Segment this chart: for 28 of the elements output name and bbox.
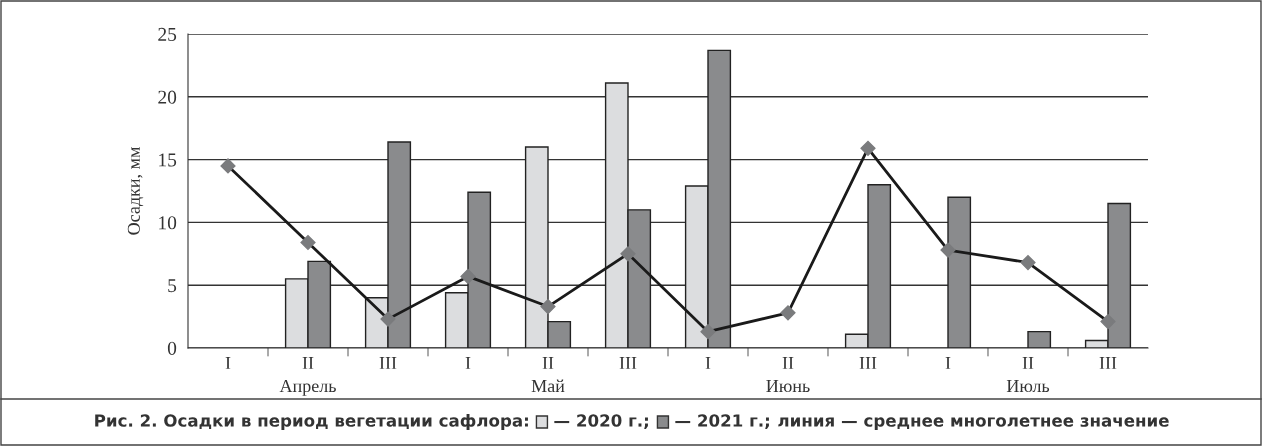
x-tick-label: I <box>225 357 231 369</box>
x-tick-label: III <box>379 357 397 369</box>
x-tick-label: III <box>1099 357 1117 369</box>
x-tick-label: II <box>782 357 794 369</box>
text: Май <box>531 379 565 393</box>
bar <box>1027 330 1052 348</box>
text: Апрель <box>279 380 336 396</box>
legend-label: — 2021 г.; <box>675 414 769 429</box>
y-tick-label: 5 <box>168 279 177 293</box>
text: Июнь <box>766 380 810 393</box>
text: Рис. 2. Осадки в период вегетации сафлора: <box>95 413 528 431</box>
legend-label: — 2020 г.; <box>554 414 648 429</box>
y-tick-label: 0 <box>167 341 177 355</box>
x-tick-label: I <box>705 357 711 369</box>
x-tick-label: I <box>945 357 951 369</box>
y-tick-label: 20 <box>158 90 177 104</box>
x-tick-label: III <box>619 357 637 369</box>
y-tick-label: 25 <box>158 27 177 41</box>
x-tick-label: II <box>302 357 314 369</box>
x-tick-label: I <box>465 357 471 369</box>
x-tick-label: II <box>1022 357 1034 369</box>
text: Июль <box>1006 380 1050 393</box>
y-tick-label: 10 <box>159 216 177 230</box>
x-tick-label: II <box>542 357 554 369</box>
y-tick-label: 15 <box>159 153 177 167</box>
x-tick-label: III <box>859 357 877 369</box>
text: линия — среднее многолетнее значение <box>778 417 1169 431</box>
y-axis-title: Осадки, мм <box>127 147 144 235</box>
